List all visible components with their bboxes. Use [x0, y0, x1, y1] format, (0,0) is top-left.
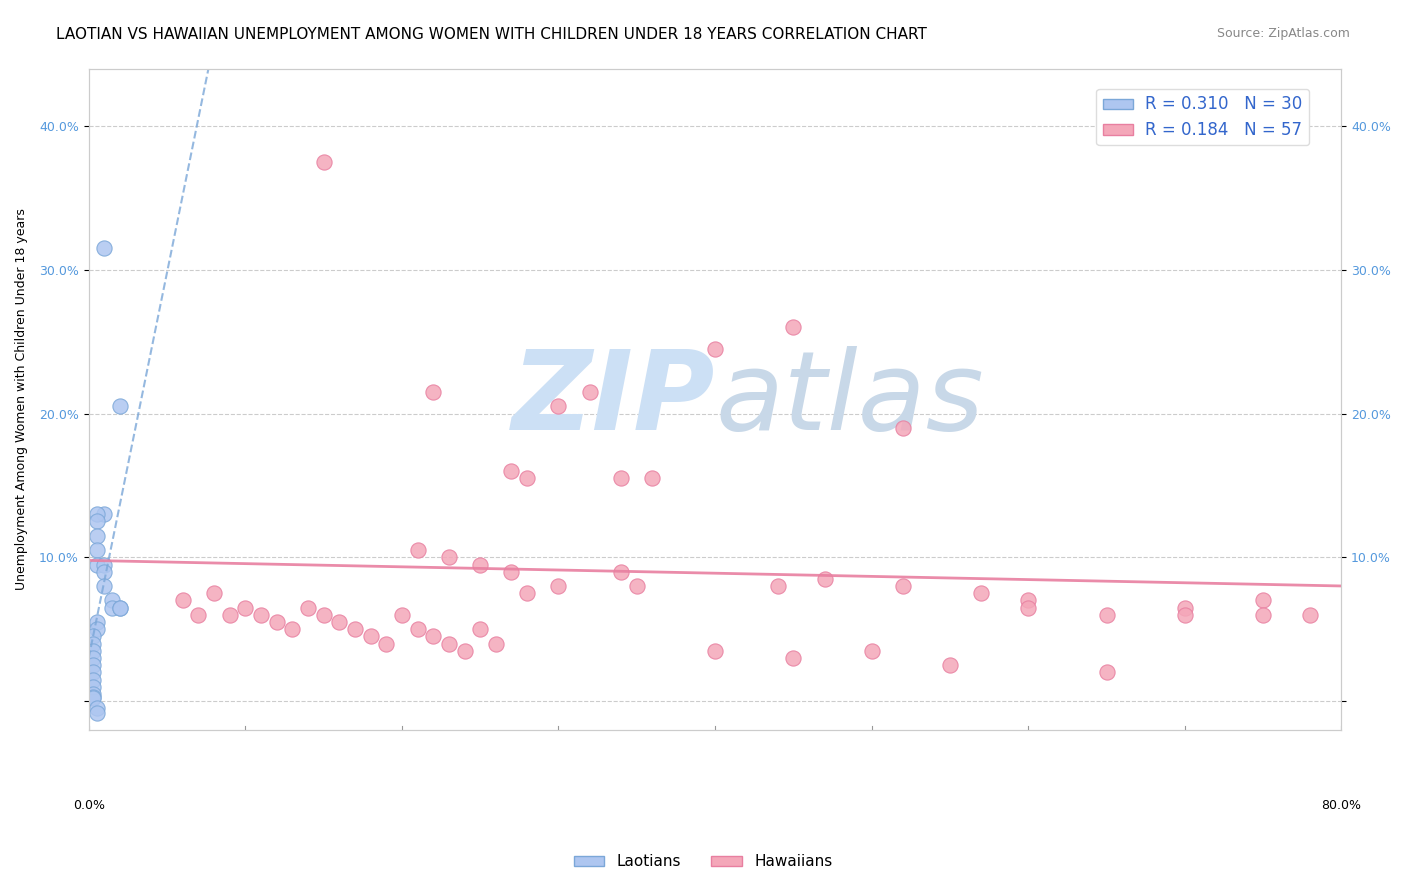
Point — [82, 691, 104, 706]
Point — [86, 543, 108, 558]
Point — [328, 615, 350, 629]
Point — [891, 579, 914, 593]
Point — [1251, 607, 1274, 622]
Point — [1174, 600, 1197, 615]
Point — [82, 629, 104, 643]
Point — [1251, 593, 1274, 607]
Point — [578, 384, 600, 399]
Legend: R = 0.310   N = 30, R = 0.184   N = 57: R = 0.310 N = 30, R = 0.184 N = 57 — [1097, 89, 1309, 145]
Point — [82, 690, 104, 704]
Point — [101, 600, 124, 615]
Point — [82, 658, 104, 673]
Text: ZIP: ZIP — [512, 346, 716, 453]
Point — [82, 637, 104, 651]
Point — [547, 400, 569, 414]
Point — [1017, 600, 1039, 615]
Point — [782, 320, 804, 334]
Point — [218, 607, 240, 622]
Point — [516, 586, 538, 600]
Point — [86, 622, 108, 636]
Point — [86, 515, 108, 529]
Text: LAOTIAN VS HAWAIIAN UNEMPLOYMENT AMONG WOMEN WITH CHILDREN UNDER 18 YEARS CORREL: LAOTIAN VS HAWAIIAN UNEMPLOYMENT AMONG W… — [56, 27, 927, 42]
Point — [970, 586, 993, 600]
Point — [1017, 593, 1039, 607]
Point — [266, 615, 288, 629]
Point — [860, 644, 883, 658]
Point — [626, 579, 648, 593]
Point — [82, 644, 104, 658]
Point — [82, 651, 104, 665]
Point — [422, 629, 444, 643]
Point — [891, 421, 914, 435]
Point — [172, 593, 194, 607]
Point — [1095, 607, 1118, 622]
Y-axis label: Unemployment Among Women with Children Under 18 years: Unemployment Among Women with Children U… — [15, 208, 28, 591]
Point — [101, 593, 124, 607]
Point — [939, 658, 962, 673]
Point — [453, 644, 475, 658]
Point — [86, 507, 108, 521]
Point — [470, 558, 492, 572]
Point — [312, 155, 335, 169]
Point — [782, 651, 804, 665]
Point — [547, 579, 569, 593]
Point — [422, 384, 444, 399]
Point — [82, 665, 104, 680]
Point — [1095, 665, 1118, 680]
Point — [86, 558, 108, 572]
Point — [360, 629, 382, 643]
Point — [233, 600, 256, 615]
Point — [108, 400, 131, 414]
Point — [375, 637, 398, 651]
Point — [297, 600, 319, 615]
Point — [108, 600, 131, 615]
Point — [406, 543, 429, 558]
Point — [93, 507, 115, 521]
Point — [343, 622, 366, 636]
Point — [814, 572, 837, 586]
Point — [766, 579, 789, 593]
Point — [501, 464, 523, 478]
Point — [312, 607, 335, 622]
Point — [437, 550, 460, 565]
Point — [437, 637, 460, 651]
Point — [86, 701, 108, 715]
Point — [187, 607, 209, 622]
Text: 0.0%: 0.0% — [73, 799, 104, 812]
Point — [82, 687, 104, 701]
Legend: Laotians, Hawaiians: Laotians, Hawaiians — [568, 848, 838, 875]
Point — [641, 471, 664, 485]
Point — [704, 342, 727, 356]
Point — [470, 622, 492, 636]
Point — [202, 586, 225, 600]
Point — [108, 600, 131, 615]
Text: atlas: atlas — [716, 346, 984, 453]
Point — [516, 471, 538, 485]
Point — [82, 680, 104, 694]
Point — [501, 565, 523, 579]
Point — [610, 471, 633, 485]
Point — [281, 622, 304, 636]
Point — [93, 579, 115, 593]
Point — [391, 607, 413, 622]
Point — [1174, 607, 1197, 622]
Point — [406, 622, 429, 636]
Point — [93, 565, 115, 579]
Point — [86, 615, 108, 629]
Text: Source: ZipAtlas.com: Source: ZipAtlas.com — [1216, 27, 1350, 40]
Point — [1299, 607, 1322, 622]
Point — [485, 637, 508, 651]
Point — [86, 706, 108, 720]
Point — [610, 565, 633, 579]
Point — [93, 241, 115, 255]
Point — [93, 558, 115, 572]
Point — [704, 644, 727, 658]
Point — [250, 607, 273, 622]
Point — [86, 529, 108, 543]
Point — [82, 673, 104, 687]
Text: 80.0%: 80.0% — [1322, 799, 1361, 812]
